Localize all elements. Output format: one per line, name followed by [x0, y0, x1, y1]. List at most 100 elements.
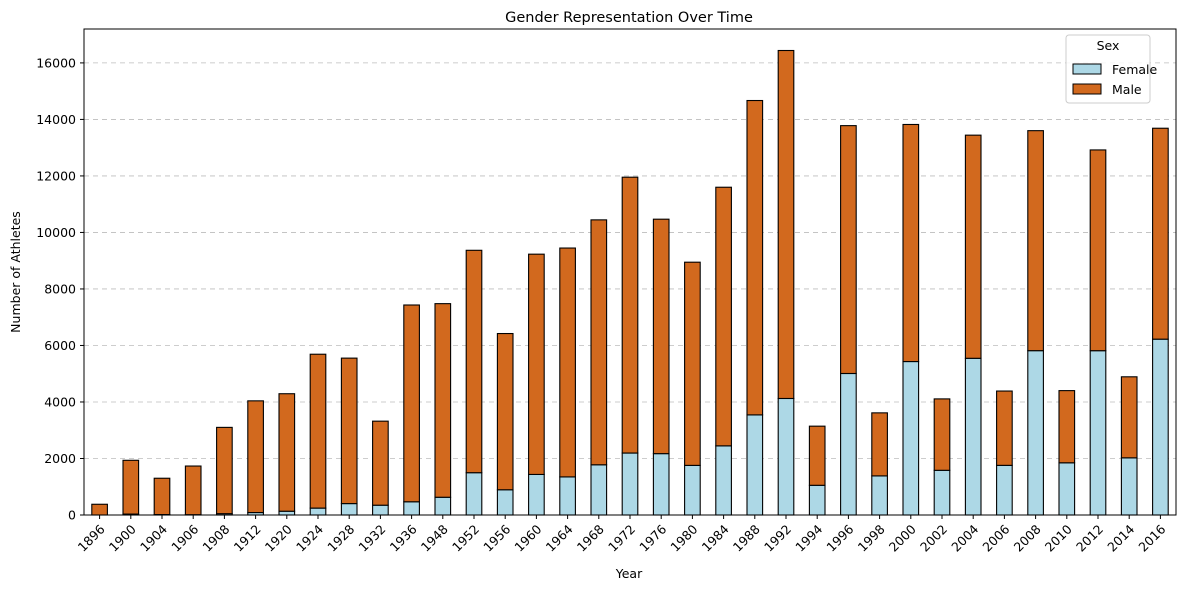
bar-male-1932	[372, 420, 389, 506]
legend-label-male: Male	[1112, 82, 1142, 97]
x-tick-label: 1908	[199, 521, 232, 554]
grid-lines	[84, 62, 1176, 459]
bar-male-1976	[652, 218, 670, 455]
bar-female-1952	[465, 472, 483, 516]
legend-swatch-male	[1072, 83, 1102, 95]
bar-female-1984	[715, 445, 732, 516]
chart-title: Gender Representation Over Time	[505, 10, 753, 26]
y-tick-label: 2000	[44, 451, 76, 466]
x-tick-label: 1960	[511, 521, 544, 554]
bar-male-2010	[1058, 390, 1076, 464]
x-tick-label: 1998	[855, 521, 888, 554]
y-tick-label: 14000	[36, 112, 76, 127]
bar-male-2000	[902, 123, 920, 363]
bar-male-1924	[309, 353, 327, 509]
bar-female-1976	[652, 453, 670, 516]
bar-male-2006	[996, 390, 1013, 466]
x-tick-label: 1924	[293, 521, 326, 554]
x-tick-label: 1948	[418, 521, 451, 554]
bar-female-2012	[1089, 350, 1107, 516]
bar-female-1968	[590, 464, 608, 516]
bar-female-2010	[1058, 462, 1076, 516]
bar-female-1932	[372, 504, 389, 516]
x-tick-label: 2006	[979, 521, 1012, 554]
bar-female-1980	[684, 464, 701, 516]
x-tick-label: 2016	[1135, 521, 1168, 554]
bar-male-1996	[840, 125, 857, 375]
bar-female-1972	[621, 452, 639, 516]
legend-label-female: Female	[1112, 62, 1158, 77]
bar-female-1988	[746, 414, 764, 516]
y-tick-label: 12000	[36, 168, 76, 183]
bar-male-1936	[403, 304, 420, 503]
x-tick-label: 1964	[543, 521, 576, 554]
bar-female-1964	[559, 476, 576, 516]
x-tick-label: 1904	[137, 521, 170, 554]
bar-female-1936	[403, 501, 420, 516]
bar-female-2006	[996, 464, 1013, 516]
y-tick-label: 8000	[44, 281, 76, 296]
x-axis-title: Year	[615, 566, 643, 581]
bar-female-2016	[1152, 338, 1169, 516]
x-tick-label: 1976	[636, 521, 669, 554]
x-tick-label: 2014	[1104, 521, 1137, 554]
y-tick-label: 6000	[44, 338, 76, 353]
bar-female-2000	[902, 360, 920, 516]
bar-male-1912	[247, 400, 264, 514]
bar-female-1956	[496, 489, 514, 516]
x-tick-label: 2000	[886, 521, 919, 554]
bar-male-1988	[746, 99, 764, 416]
bar-female-1920	[278, 510, 296, 516]
bar-male-1960	[528, 253, 545, 476]
x-tick-label: 1920	[262, 521, 295, 554]
bar-male-2014	[1120, 376, 1138, 459]
bar-male-1964	[559, 247, 576, 478]
x-tick-label: 2010	[1042, 521, 1075, 554]
bar-female-1998	[871, 475, 888, 516]
legend: Sex Female Male	[1065, 34, 1158, 104]
bar-female-2002	[933, 469, 951, 516]
x-tick-label: 1906	[168, 521, 201, 554]
x-ticks: 1896190019041906190819121920192419281932…	[75, 515, 1169, 555]
x-tick-label: 1956	[480, 521, 513, 554]
bar-male-1908	[216, 426, 233, 515]
bar-male-1928	[340, 357, 358, 505]
y-tick-label: 0	[68, 508, 76, 523]
x-tick-label: 1980	[667, 521, 700, 554]
x-tick-label: 2002	[917, 522, 950, 555]
bar-male-1972	[621, 176, 639, 454]
bar-male-1968	[590, 219, 608, 466]
bars	[91, 49, 1169, 516]
bar-female-1994	[808, 484, 826, 516]
legend-title: Sex	[1097, 38, 1120, 53]
bar-female-2014	[1120, 457, 1138, 516]
y-tick-label: 16000	[36, 55, 76, 70]
x-tick-label: 1994	[792, 521, 825, 554]
bar-male-1920	[278, 393, 296, 512]
bar-male-2012	[1089, 149, 1107, 352]
bar-male-2016	[1152, 127, 1169, 340]
bar-male-1952	[465, 249, 483, 474]
x-tick-label: 1912	[231, 522, 264, 555]
bar-female-1996	[840, 372, 857, 516]
legend-swatch-female	[1072, 63, 1102, 75]
x-tick-label: 1952	[449, 522, 482, 555]
x-tick-label: 2012	[1073, 522, 1106, 555]
x-tick-label: 1996	[823, 521, 856, 554]
x-tick-label: 1900	[106, 521, 139, 554]
x-tick-label: 2008	[1011, 521, 1044, 554]
bar-female-1928	[340, 503, 358, 516]
x-tick-label: 1988	[730, 521, 763, 554]
bar-male-1992	[777, 49, 795, 400]
x-tick-label: 2004	[948, 521, 981, 554]
bar-female-1924	[309, 507, 327, 516]
bar-male-1994	[808, 425, 826, 486]
y-tick-label: 4000	[44, 394, 76, 409]
bar-male-2004	[964, 134, 982, 359]
x-tick-label: 1972	[605, 522, 638, 555]
x-tick-label: 1984	[699, 521, 732, 554]
x-tick-label: 1932	[355, 522, 388, 555]
x-tick-label: 1992	[761, 522, 794, 555]
bar-female-1948	[434, 496, 452, 516]
